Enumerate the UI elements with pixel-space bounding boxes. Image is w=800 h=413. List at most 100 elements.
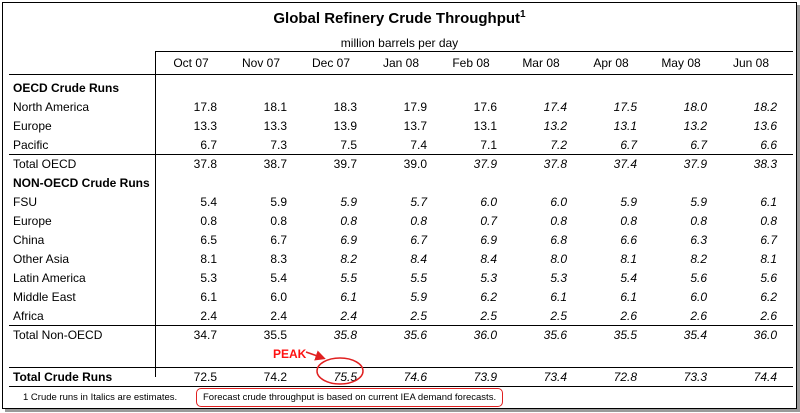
row-label: Europe [13, 119, 52, 133]
value-cell: 37.8 [193, 157, 217, 171]
value-cell: 13.9 [333, 119, 357, 133]
value-cell: 6.2 [760, 290, 777, 304]
value-cell: 6.7 [760, 233, 777, 247]
row-label: Pacific [13, 138, 49, 152]
value-cell: 6.1 [550, 290, 567, 304]
value-cell: 17.9 [403, 100, 427, 114]
value-cell: 13.2 [683, 119, 707, 133]
total-nonoecd-row: Total Non-OECD 34.7 35.5 35.8 35.6 36.0 35.6 35… [3, 326, 796, 345]
units-subtitle: million barrels per day [340, 36, 459, 50]
value-cell: 6.0 [480, 195, 497, 209]
column-header: May 08 [661, 56, 701, 70]
value-cell: 8.1 [620, 252, 637, 266]
value-cell: 6.7 [410, 233, 427, 247]
value-cell: 38.3 [753, 157, 777, 171]
value-cell: 6.2 [480, 290, 497, 304]
value-cell: 7.3 [270, 138, 287, 152]
row-label: Total Non-OECD [13, 328, 103, 342]
value-cell: 39.0 [403, 157, 427, 171]
page-title: Global Refinery Crude Throughput1 [3, 9, 796, 27]
value-cell: 2.6 [620, 309, 637, 323]
row-label: Total OECD [13, 157, 77, 171]
value-cell: 37.4 [613, 157, 637, 171]
table-row: Pacific 6.7 7.3 7.5 7.4 7.1 7.2 6.7 6.7 6.6 [3, 136, 796, 155]
value-cell: 0.8 [690, 214, 707, 228]
value-cell: 73.3 [683, 370, 707, 384]
value-cell: 36.0 [473, 328, 497, 342]
peak-annotation: PEAK [273, 347, 307, 361]
units-rule [155, 51, 793, 52]
value-cell: 7.5 [340, 138, 357, 152]
value-cell: 6.0 [690, 290, 707, 304]
row-label: Middle East [13, 290, 76, 304]
value-cell: 17.4 [543, 100, 567, 114]
value-cell: 72.5 [193, 370, 217, 384]
value-cell: 5.6 [690, 271, 707, 285]
value-cell: 73.9 [473, 370, 497, 384]
value-cell: 18.0 [683, 100, 707, 114]
value-cell: 13.3 [263, 119, 287, 133]
value-cell: 0.7 [480, 214, 497, 228]
value-cell: 6.6 [760, 138, 777, 152]
value-cell: 13.3 [193, 119, 217, 133]
value-cell: 6.1 [760, 195, 777, 209]
row-label: North America [13, 100, 90, 114]
value-cell: 2.5 [410, 309, 427, 323]
value-cell: 13.6 [753, 119, 777, 133]
value-cell: 13.1 [473, 119, 497, 133]
value-cell: 17.8 [193, 100, 217, 114]
value-cell: 35.6 [543, 328, 567, 342]
column-header: Nov 07 [241, 56, 281, 70]
value-cell: 5.4 [620, 271, 637, 285]
value-cell: 13.2 [543, 119, 567, 133]
value-cell: 0.8 [550, 214, 567, 228]
value-cell: 6.3 [690, 233, 707, 247]
value-cell: 37.8 [543, 157, 567, 171]
total-crude-row: Total Crude Runs 72.5 74.2 75.5 74.6 73.9 73.4… [3, 368, 796, 387]
section-header-row: NON-OECD Crude Runs [3, 174, 796, 193]
row-label: FSU [13, 195, 37, 209]
table-row: Africa 2.4 2.4 2.4 2.5 2.5 2.5 2.6 2.6 2.6 [3, 307, 796, 326]
value-cell: 73.4 [543, 370, 567, 384]
value-cell: 7.2 [550, 138, 567, 152]
table-row: North America 17.8 18.1 18.3 17.9 17.6 17.4 17.… [3, 98, 796, 117]
value-cell: 6.5 [200, 233, 217, 247]
table-row: Latin America 5.3 5.4 5.5 5.5 5.3 5.3 5.4 5.6 5.6 [3, 269, 796, 288]
footnote-italics: 1 Crude runs in Italics are estimates. [23, 392, 178, 403]
value-cell: 6.7 [200, 138, 217, 152]
value-cell: 0.8 [760, 214, 777, 228]
value-cell: 6.1 [620, 290, 637, 304]
subtotal-rule [9, 325, 793, 326]
column-header: Dec 07 [311, 56, 351, 70]
label-column-divider [155, 51, 156, 377]
value-cell: 0.8 [200, 214, 217, 228]
value-cell: 0.8 [340, 214, 357, 228]
table-row: FSU 5.4 5.9 5.9 5.7 6.0 6.0 5.9 5.9 6.1 [3, 193, 796, 212]
value-cell: 36.0 [753, 328, 777, 342]
value-cell: 5.5 [410, 271, 427, 285]
value-cell: 8.2 [690, 252, 707, 266]
value-cell: 18.3 [333, 100, 357, 114]
value-cell: 8.3 [270, 252, 287, 266]
value-cell: 6.0 [270, 290, 287, 304]
value-cell: 35.8 [333, 328, 357, 342]
value-cell: 37.9 [473, 157, 497, 171]
section-header: NON-OECD Crude Runs [13, 176, 150, 190]
value-cell: 35.5 [263, 328, 287, 342]
row-label: Latin America [13, 271, 86, 285]
value-cell: 2.5 [550, 309, 567, 323]
value-cell: 6.1 [200, 290, 217, 304]
row-label: Europe [13, 214, 52, 228]
footnote-forecast: Forecast crude throughput is based on cu… [196, 388, 504, 407]
column-header: Feb 08 [452, 56, 490, 70]
value-cell: 6.7 [620, 138, 637, 152]
value-cell: 34.7 [193, 328, 217, 342]
value-cell: 5.7 [410, 195, 427, 209]
value-cell: 13.1 [613, 119, 637, 133]
table-frame: Global Refinery Crude Throughput1 millio… [2, 2, 797, 409]
header-rule [9, 74, 793, 75]
value-cell: 5.3 [550, 271, 567, 285]
value-cell: 7.4 [410, 138, 427, 152]
value-cell: 8.0 [550, 252, 567, 266]
value-cell: 6.1 [340, 290, 357, 304]
